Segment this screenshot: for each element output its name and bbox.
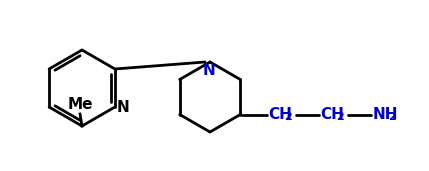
Text: 2: 2 xyxy=(336,113,344,122)
Text: CH: CH xyxy=(268,107,292,122)
Text: CH: CH xyxy=(320,107,344,122)
Text: NH: NH xyxy=(372,107,398,122)
Text: 2: 2 xyxy=(388,113,396,122)
Text: N: N xyxy=(202,63,215,78)
Text: Me: Me xyxy=(67,97,93,112)
Text: 2: 2 xyxy=(284,113,292,122)
Text: N: N xyxy=(117,100,130,115)
